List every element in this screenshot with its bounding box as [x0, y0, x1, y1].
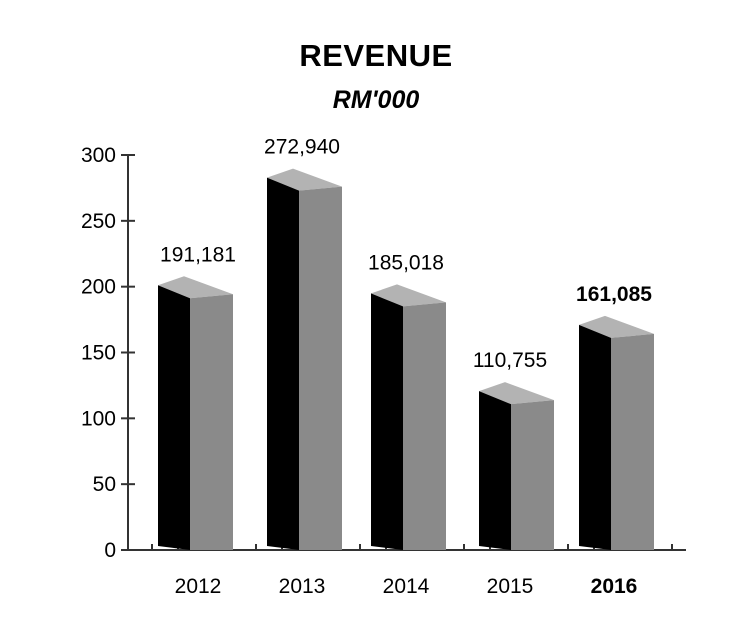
- y-tick-label: 250: [81, 210, 116, 233]
- bar-side-face: [403, 302, 446, 550]
- bar-top-face: [479, 382, 554, 405]
- y-tick-label: 50: [93, 473, 116, 496]
- chart-title: REVENUE: [299, 38, 453, 73]
- bar-front-face: [371, 293, 403, 550]
- bar-top-face: [158, 276, 233, 299]
- value-label: 185,018: [368, 251, 444, 274]
- bar-top-face: [267, 168, 342, 191]
- chart-subtitle: RM'000: [332, 86, 420, 114]
- y-tick-label: 100: [81, 407, 116, 430]
- value-label: 161,085: [576, 283, 652, 306]
- y-tick-label: 200: [81, 276, 116, 299]
- bar-side-face: [511, 400, 554, 550]
- bar-front-face: [579, 324, 611, 550]
- bar-side-face: [190, 294, 233, 550]
- value-label: 110,755: [473, 349, 547, 372]
- x-tick-label: 2013: [279, 575, 326, 598]
- bar-top-face: [371, 284, 446, 307]
- x-tick-label: 2015: [487, 575, 534, 598]
- value-label: 191,181: [160, 243, 236, 266]
- bar-front-face: [267, 177, 299, 550]
- bar-front-face: [479, 391, 511, 550]
- x-tick-label: 2012: [175, 575, 222, 598]
- bar-front-face: [158, 285, 190, 550]
- y-tick-label: 300: [81, 144, 116, 167]
- x-tick-label: 2014: [383, 575, 430, 598]
- bar-side-face: [611, 333, 654, 550]
- value-label: 272,940: [264, 136, 340, 159]
- y-tick-label: 150: [81, 342, 116, 365]
- y-tick-label: 0: [104, 539, 116, 562]
- bar-2012: [158, 276, 233, 550]
- x-tick-label: 2016: [591, 575, 638, 598]
- bar-top-face: [579, 315, 654, 338]
- bar-2016: [579, 315, 654, 550]
- bar-2014: [371, 284, 446, 550]
- bar-side-face: [299, 186, 342, 550]
- bar-2013: [267, 168, 342, 550]
- bar-2015: [479, 382, 554, 550]
